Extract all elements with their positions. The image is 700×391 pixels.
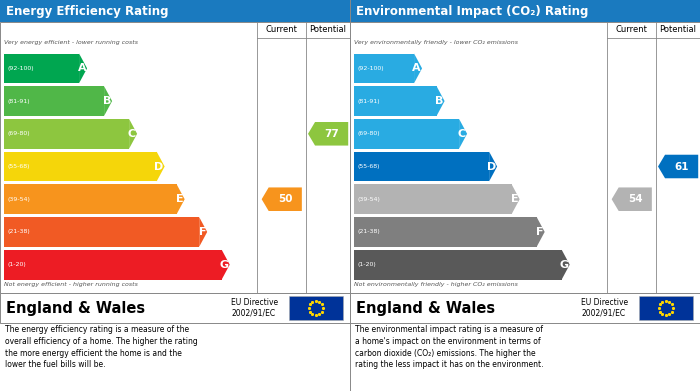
Text: B: B [103,96,111,106]
Text: (1-20): (1-20) [7,262,26,267]
Text: F: F [536,227,544,237]
Bar [354,217,537,247]
Polygon shape [612,187,652,211]
Polygon shape [459,119,467,149]
Polygon shape [561,250,570,280]
Polygon shape [414,54,422,83]
Text: E: E [176,194,183,204]
Polygon shape [537,217,545,247]
Bar [354,119,459,149]
Bar [638,296,693,320]
Bar [4,54,79,83]
Text: A: A [412,63,421,74]
Polygon shape [437,86,444,116]
Text: B: B [435,96,444,106]
Bar [354,152,489,181]
Bar [350,22,700,293]
Text: England & Wales: England & Wales [6,301,145,316]
Text: 61: 61 [674,161,689,172]
Polygon shape [489,152,497,181]
Text: Environmental Impact (CO₂) Rating: Environmental Impact (CO₂) Rating [356,5,589,18]
Text: (55-68): (55-68) [357,164,379,169]
Text: EU Directive
2002/91/EC: EU Directive 2002/91/EC [231,298,278,318]
Polygon shape [79,54,87,83]
Text: (69-80): (69-80) [357,131,379,136]
Text: 54: 54 [628,194,643,204]
Polygon shape [222,250,230,280]
Text: Not environmentally friendly - higher CO₂ emissions: Not environmentally friendly - higher CO… [354,282,518,287]
Bar [350,0,700,22]
Polygon shape [129,119,137,149]
Bar [0,0,350,22]
Bar [288,296,343,320]
Text: C: C [128,129,136,139]
Bar [354,250,561,280]
Text: The energy efficiency rating is a measure of the
overall efficiency of a home. T: The energy efficiency rating is a measur… [5,325,197,369]
Polygon shape [308,122,348,145]
Text: C: C [458,129,466,139]
Text: Potential: Potential [309,25,346,34]
Bar [350,293,700,323]
Text: (39-54): (39-54) [357,197,380,202]
Text: F: F [199,227,206,237]
Bar [354,54,414,83]
Text: The environmental impact rating is a measure of
a home's impact on the environme: The environmental impact rating is a mea… [355,325,543,369]
Text: Very energy efficient - lower running costs: Very energy efficient - lower running co… [4,40,138,45]
Text: (1-20): (1-20) [357,262,376,267]
Bar [4,86,104,116]
Text: (21-38): (21-38) [357,230,379,235]
Text: Not energy efficient - higher running costs: Not energy efficient - higher running co… [4,282,138,287]
Text: (81-91): (81-91) [7,99,29,104]
Text: 50: 50 [278,194,293,204]
Text: (81-91): (81-91) [357,99,379,104]
Bar [354,86,437,116]
Text: 77: 77 [324,129,339,139]
Text: (69-80): (69-80) [7,131,29,136]
Text: (21-38): (21-38) [7,230,29,235]
Polygon shape [157,152,164,181]
Bar [0,22,350,293]
Text: EU Directive
2002/91/EC: EU Directive 2002/91/EC [581,298,628,318]
Bar [0,293,350,323]
Bar [4,217,199,247]
Text: Potential: Potential [659,25,696,34]
Bar [354,185,512,214]
Polygon shape [262,187,302,211]
Text: (92-100): (92-100) [7,66,34,71]
Bar [4,119,129,149]
Text: (39-54): (39-54) [7,197,30,202]
Text: Energy Efficiency Rating: Energy Efficiency Rating [6,5,169,18]
Polygon shape [658,155,698,178]
Text: G: G [220,260,229,270]
Bar [4,185,176,214]
Bar [4,152,157,181]
Text: (55-68): (55-68) [7,164,29,169]
Text: D: D [487,161,496,172]
Text: (92-100): (92-100) [357,66,384,71]
Text: Very environmentally friendly - lower CO₂ emissions: Very environmentally friendly - lower CO… [354,40,518,45]
Text: England & Wales: England & Wales [356,301,495,316]
Text: E: E [511,194,519,204]
Text: D: D [155,161,164,172]
Text: Current: Current [616,25,648,34]
Text: A: A [78,63,86,74]
Text: G: G [559,260,568,270]
Text: Current: Current [266,25,298,34]
Bar [4,250,222,280]
Polygon shape [512,185,519,214]
Polygon shape [176,185,185,214]
Polygon shape [199,217,207,247]
Polygon shape [104,86,112,116]
